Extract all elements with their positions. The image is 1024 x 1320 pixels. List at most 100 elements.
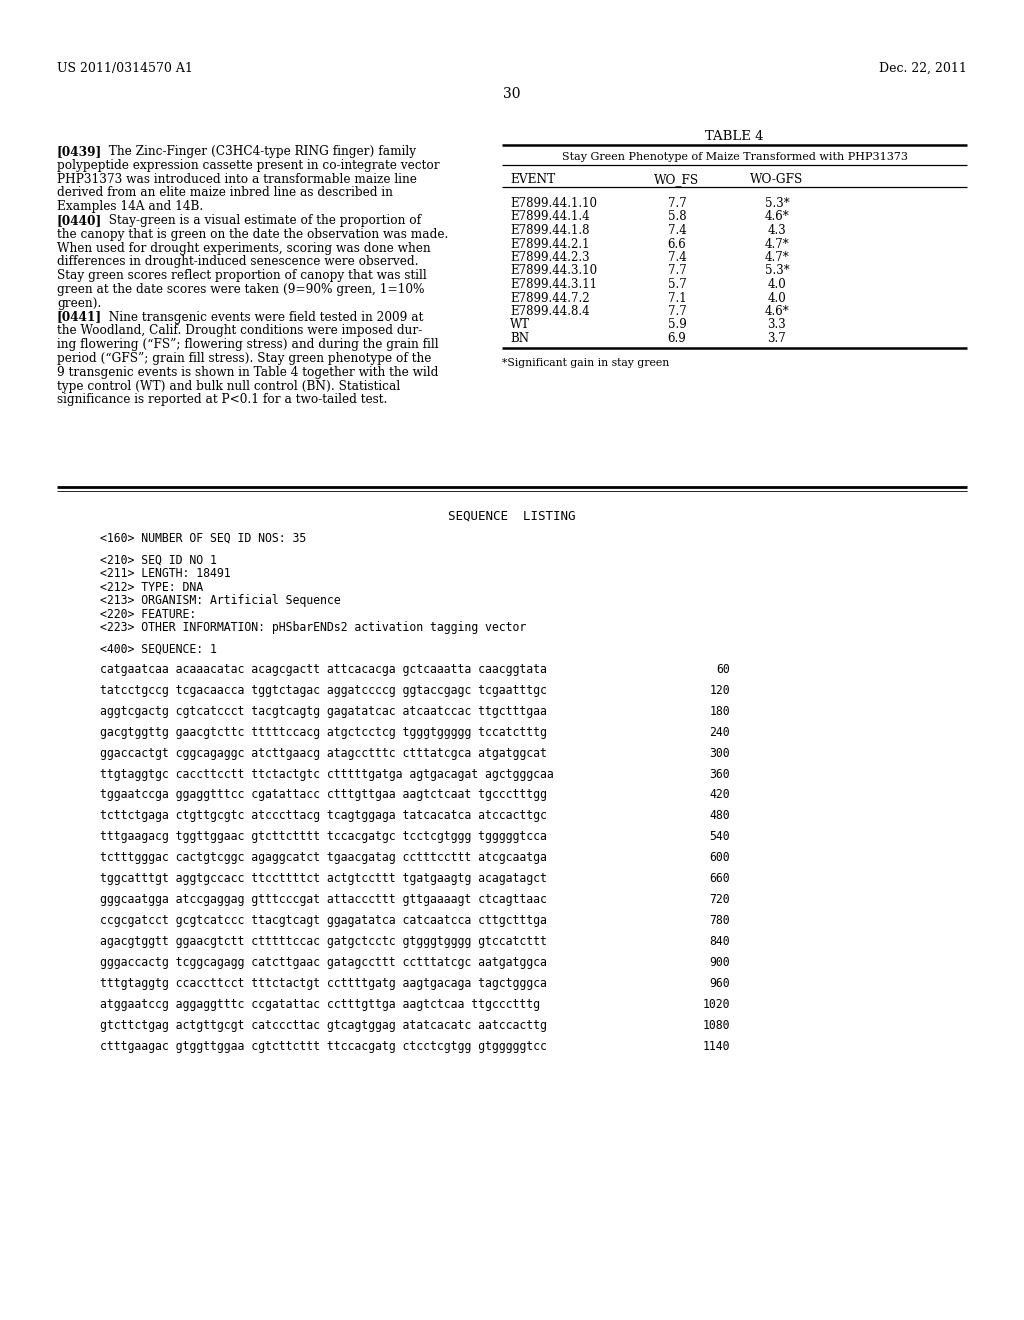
Text: 840: 840 (710, 935, 730, 948)
Text: 900: 900 (710, 956, 730, 969)
Text: 180: 180 (710, 705, 730, 718)
Text: [0439]: [0439] (57, 145, 102, 158)
Text: 7.1: 7.1 (668, 292, 686, 305)
Text: 780: 780 (710, 913, 730, 927)
Text: 6.6: 6.6 (668, 238, 686, 251)
Text: 5.8: 5.8 (668, 210, 686, 223)
Text: 4.0: 4.0 (768, 279, 786, 290)
Text: 120: 120 (710, 684, 730, 697)
Text: 1020: 1020 (702, 998, 730, 1011)
Text: atggaatccg aggaggtttc ccgatattac cctttgttga aagtctcaa ttgccctttg: atggaatccg aggaggtttc ccgatattac cctttgt… (100, 998, 540, 1011)
Text: 3.3: 3.3 (768, 318, 786, 331)
Text: gggcaatgga atccgaggag gtttcccgat attacccttt gttgaaaagt ctcagttaac: gggcaatgga atccgaggag gtttcccgat attaccc… (100, 894, 547, 906)
Text: E7899.44.2.1: E7899.44.2.1 (510, 238, 590, 251)
Text: 5.3*: 5.3* (765, 264, 790, 277)
Text: Dec. 22, 2011: Dec. 22, 2011 (880, 62, 967, 75)
Text: tttgtaggtg ccaccttcct tttctactgt ccttttgatg aagtgacaga tagctgggca: tttgtaggtg ccaccttcct tttctactgt ccttttg… (100, 977, 547, 990)
Text: 300: 300 (710, 747, 730, 759)
Text: *Significant gain in stay green: *Significant gain in stay green (502, 359, 670, 368)
Text: 4.7*: 4.7* (765, 238, 790, 251)
Text: 4.3: 4.3 (768, 224, 786, 238)
Text: 6.9: 6.9 (668, 333, 686, 345)
Text: E7899.44.7.2: E7899.44.7.2 (510, 292, 590, 305)
Text: ccgcgatcct gcgtcatccc ttacgtcagt ggagatatca catcaatcca cttgctttga: ccgcgatcct gcgtcatccc ttacgtcagt ggagata… (100, 913, 547, 927)
Text: 1080: 1080 (702, 1019, 730, 1032)
Text: 600: 600 (710, 851, 730, 865)
Text: tatcctgccg tcgacaacca tggtctagac aggatccccg ggtaccgagc tcgaatttgc: tatcctgccg tcgacaacca tggtctagac aggatcc… (100, 684, 547, 697)
Text: 5.7: 5.7 (668, 279, 686, 290)
Text: 7.7: 7.7 (668, 305, 686, 318)
Text: 60: 60 (716, 663, 730, 676)
Text: 30: 30 (503, 87, 521, 102)
Text: E7899.44.8.4: E7899.44.8.4 (510, 305, 590, 318)
Text: agacgtggtt ggaacgtctt ctttttccac gatgctcctc gtgggtgggg gtccatcttt: agacgtggtt ggaacgtctt ctttttccac gatgctc… (100, 935, 547, 948)
Text: 7.7: 7.7 (668, 264, 686, 277)
Text: ctttgaagac gtggttggaa cgtcttcttt ttccacgatg ctcctcgtgg gtgggggtcc: ctttgaagac gtggttggaa cgtcttcttt ttccacg… (100, 1040, 547, 1052)
Text: green at the date scores were taken (9=90% green, 1=10%: green at the date scores were taken (9=9… (57, 282, 425, 296)
Text: WO-GFS: WO-GFS (751, 173, 804, 186)
Text: 7.7: 7.7 (668, 197, 686, 210)
Text: aggtcgactg cgtcatccct tacgtcagtg gagatatcac atcaatccac ttgctttgaa: aggtcgactg cgtcatccct tacgtcagtg gagatat… (100, 705, 547, 718)
Text: tttgaagacg tggttggaac gtcttctttt tccacgatgc tcctcgtggg tgggggtcca: tttgaagacg tggttggaac gtcttctttt tccacga… (100, 830, 547, 843)
Text: [0441]: [0441] (57, 310, 102, 323)
Text: the canopy that is green on the date the observation was made.: the canopy that is green on the date the… (57, 228, 449, 240)
Text: 5.3*: 5.3* (765, 197, 790, 210)
Text: tggcatttgt aggtgccacc ttccttttct actgtccttt tgatgaagtg acagatagct: tggcatttgt aggtgccacc ttccttttct actgtcc… (100, 873, 547, 886)
Text: polypeptide expression cassette present in co-integrate vector: polypeptide expression cassette present … (57, 158, 439, 172)
Text: Stay Green Phenotype of Maize Transformed with PHP31373: Stay Green Phenotype of Maize Transforme… (561, 152, 907, 162)
Text: SEQUENCE  LISTING: SEQUENCE LISTING (449, 510, 575, 523)
Text: WO_FS: WO_FS (654, 173, 699, 186)
Text: gtcttctgag actgttgcgt catcccttac gtcagtggag atatcacatc aatccacttg: gtcttctgag actgttgcgt catcccttac gtcagtg… (100, 1019, 547, 1032)
Text: 720: 720 (710, 894, 730, 906)
Text: 7.4: 7.4 (668, 251, 686, 264)
Text: [0440]: [0440] (57, 214, 102, 227)
Text: 4.7*: 4.7* (765, 251, 790, 264)
Text: 5.9: 5.9 (668, 318, 686, 331)
Text: 1140: 1140 (702, 1040, 730, 1052)
Text: 480: 480 (710, 809, 730, 822)
Text: <213> ORGANISM: Artificial Sequence: <213> ORGANISM: Artificial Sequence (100, 594, 341, 607)
Text: The Zinc-Finger (C3HC4-type RING finger) family: The Zinc-Finger (C3HC4-type RING finger)… (101, 145, 416, 158)
Text: Examples 14A and 14B.: Examples 14A and 14B. (57, 201, 203, 214)
Text: tctttgggac cactgtcggc agaggcatct tgaacgatag cctttccttt atcgcaatga: tctttgggac cactgtcggc agaggcatct tgaacga… (100, 851, 547, 865)
Text: Stay-green is a visual estimate of the proportion of: Stay-green is a visual estimate of the p… (101, 214, 421, 227)
Text: E7899.44.1.10: E7899.44.1.10 (510, 197, 597, 210)
Text: period (“GFS”; grain fill stress). Stay green phenotype of the: period (“GFS”; grain fill stress). Stay … (57, 352, 431, 366)
Text: BN: BN (510, 333, 529, 345)
Text: tcttctgaga ctgttgcgtc atcccttacg tcagtggaga tatcacatca atccacttgc: tcttctgaga ctgttgcgtc atcccttacg tcagtgg… (100, 809, 547, 822)
Text: E7899.44.2.3: E7899.44.2.3 (510, 251, 590, 264)
Text: type control (WT) and bulk null control (BN). Statistical: type control (WT) and bulk null control … (57, 380, 400, 392)
Text: WT: WT (510, 318, 530, 331)
Text: 4.0: 4.0 (768, 292, 786, 305)
Text: 7.4: 7.4 (668, 224, 686, 238)
Text: <220> FEATURE:: <220> FEATURE: (100, 607, 197, 620)
Text: catgaatcaa acaaacatac acagcgactt attcacacga gctcaaatta caacggtata: catgaatcaa acaaacatac acagcgactt attcaca… (100, 663, 547, 676)
Text: <223> OTHER INFORMATION: pHSbarENDs2 activation tagging vector: <223> OTHER INFORMATION: pHSbarENDs2 act… (100, 622, 526, 634)
Text: <211> LENGTH: 18491: <211> LENGTH: 18491 (100, 568, 230, 579)
Text: 240: 240 (710, 726, 730, 739)
Text: 660: 660 (710, 873, 730, 886)
Text: the Woodland, Calif. Drought conditions were imposed dur-: the Woodland, Calif. Drought conditions … (57, 325, 422, 338)
Text: Nine transgenic events were field tested in 2009 at: Nine transgenic events were field tested… (101, 310, 423, 323)
Text: gggaccactg tcggcagagg catcttgaac gatagccttt cctttatcgc aatgatggca: gggaccactg tcggcagagg catcttgaac gatagcc… (100, 956, 547, 969)
Text: ing flowering (“FS”; flowering stress) and during the grain fill: ing flowering (“FS”; flowering stress) a… (57, 338, 438, 351)
Text: derived from an elite maize inbred line as described in: derived from an elite maize inbred line … (57, 186, 393, 199)
Text: 420: 420 (710, 788, 730, 801)
Text: E7899.44.1.4: E7899.44.1.4 (510, 210, 590, 223)
Text: E7899.44.3.11: E7899.44.3.11 (510, 279, 597, 290)
Text: differences in drought-induced senescence were observed.: differences in drought-induced senescenc… (57, 255, 419, 268)
Text: gacgtggttg gaacgtcttc tttttccacg atgctcctcg tgggtggggg tccatctttg: gacgtggttg gaacgtcttc tttttccacg atgctcc… (100, 726, 547, 739)
Text: 3.7: 3.7 (768, 333, 786, 345)
Text: 540: 540 (710, 830, 730, 843)
Text: <210> SEQ ID NO 1: <210> SEQ ID NO 1 (100, 553, 217, 566)
Text: significance is reported at P<0.1 for a two-tailed test.: significance is reported at P<0.1 for a … (57, 393, 387, 407)
Text: Stay green scores reflect proportion of canopy that was still: Stay green scores reflect proportion of … (57, 269, 427, 282)
Text: 960: 960 (710, 977, 730, 990)
Text: 4.6*: 4.6* (765, 305, 790, 318)
Text: ggaccactgt cggcagaggc atcttgaacg atagcctttc ctttatcgca atgatggcat: ggaccactgt cggcagaggc atcttgaacg atagcct… (100, 747, 547, 759)
Text: <212> TYPE: DNA: <212> TYPE: DNA (100, 581, 203, 594)
Text: green).: green). (57, 297, 101, 310)
Text: E7899.44.1.8: E7899.44.1.8 (510, 224, 590, 238)
Text: TABLE 4: TABLE 4 (706, 129, 764, 143)
Text: 360: 360 (710, 767, 730, 780)
